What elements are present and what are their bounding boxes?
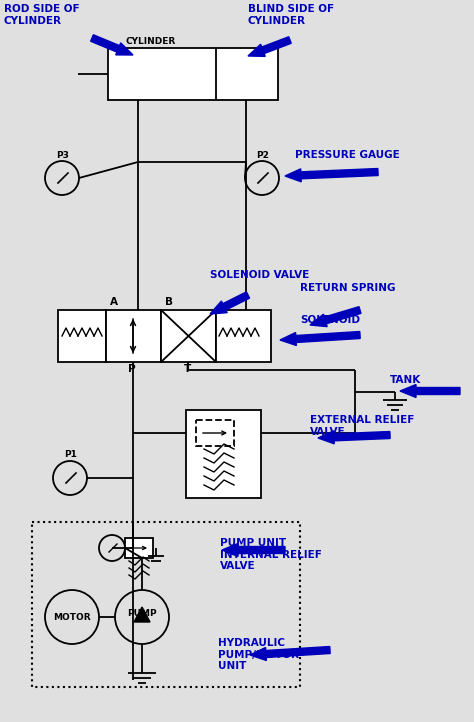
- Bar: [196, 420, 234, 446]
- FancyArrow shape: [280, 331, 360, 346]
- Bar: [106, 310, 161, 362]
- FancyArrow shape: [222, 544, 285, 557]
- Text: P2: P2: [256, 151, 269, 160]
- FancyArrow shape: [91, 35, 133, 55]
- Text: PUMP UNIT
INTERNAL RELIEF
VALVE: PUMP UNIT INTERNAL RELIEF VALVE: [220, 538, 322, 571]
- Text: SOLENOID: SOLENOID: [300, 315, 360, 325]
- Text: MOTOR: MOTOR: [53, 612, 91, 622]
- Text: PRESSURE GAUGE: PRESSURE GAUGE: [295, 150, 400, 160]
- Bar: [108, 48, 278, 100]
- Bar: [216, 310, 271, 362]
- Text: P: P: [128, 364, 136, 374]
- Bar: [58, 310, 106, 362]
- Text: HYDRAULIC
PUMP/MOTOR
UNIT: HYDRAULIC PUMP/MOTOR UNIT: [218, 638, 299, 671]
- Text: SOLENOID VALVE: SOLENOID VALVE: [210, 270, 309, 280]
- FancyArrow shape: [400, 385, 460, 398]
- Text: P1: P1: [64, 450, 77, 459]
- Bar: [32, 522, 300, 687]
- Text: ROD SIDE OF
CYLINDER: ROD SIDE OF CYLINDER: [4, 4, 80, 25]
- Text: PUMP: PUMP: [127, 609, 157, 617]
- Text: CYLINDER: CYLINDER: [126, 37, 176, 46]
- Text: EXTERNAL RELIEF
VALVE: EXTERNAL RELIEF VALVE: [310, 415, 414, 437]
- Polygon shape: [134, 607, 150, 622]
- Text: RETURN SPRING: RETURN SPRING: [300, 283, 395, 293]
- Text: B: B: [165, 297, 173, 307]
- FancyArrow shape: [318, 431, 390, 444]
- FancyArrow shape: [250, 646, 330, 661]
- FancyArrow shape: [310, 307, 361, 326]
- FancyArrow shape: [285, 168, 378, 182]
- Text: BLIND SIDE OF
CYLINDER: BLIND SIDE OF CYLINDER: [248, 4, 334, 25]
- Text: A: A: [110, 297, 118, 307]
- FancyArrow shape: [210, 292, 250, 314]
- Bar: [161, 310, 216, 362]
- Text: T: T: [184, 364, 191, 374]
- Bar: [186, 410, 261, 498]
- Bar: [125, 538, 153, 558]
- Text: TANK: TANK: [390, 375, 421, 385]
- Text: P3: P3: [56, 151, 69, 160]
- FancyArrow shape: [248, 37, 291, 56]
